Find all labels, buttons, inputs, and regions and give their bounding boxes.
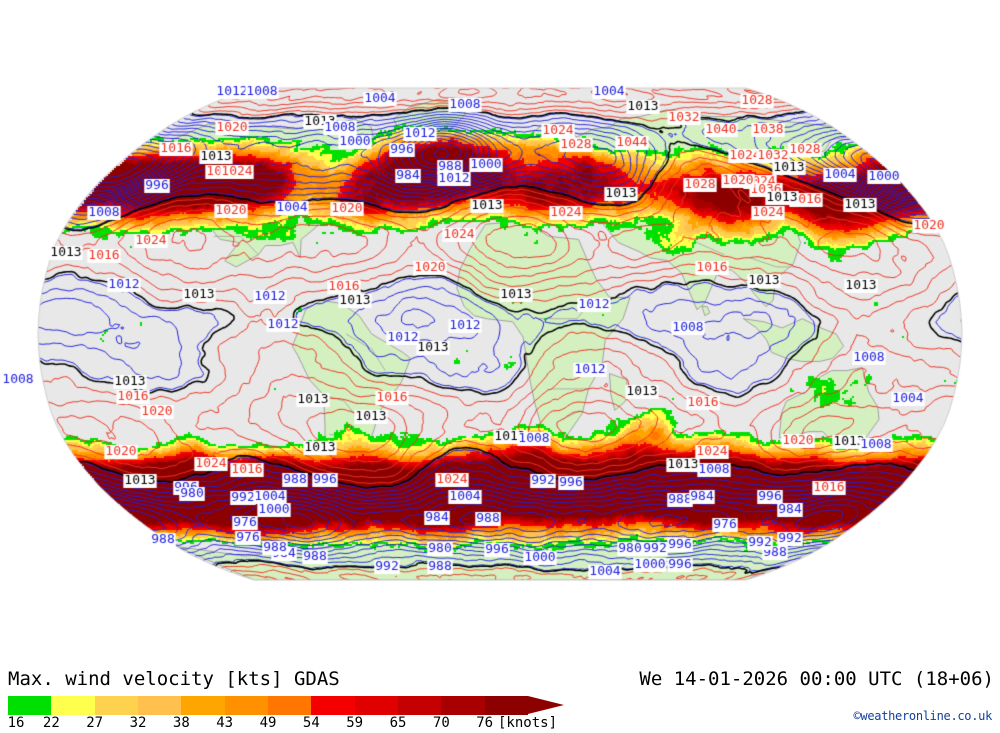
colorbar-band-32	[137, 696, 182, 715]
world-wind-velocity-map[interactable]	[0, 0, 1000, 660]
colorbar-arrow-icon	[528, 696, 564, 714]
page-title: Max. wind velocity [kts] GDAS	[8, 668, 340, 690]
colorbar-band-76	[484, 696, 528, 715]
colorbar-tick-27: 27	[86, 715, 104, 731]
colorbar-tick-70: 70	[432, 715, 450, 731]
colorbar-tick-76: 76	[476, 715, 494, 731]
colorbar-band-59	[354, 696, 398, 715]
colorbar-band-65	[397, 696, 442, 715]
colorbar-swatches	[8, 696, 528, 715]
colorbar-band-49	[267, 696, 312, 715]
valid-time-label: We 14-01-2026 00:00 UTC (18+06)	[639, 668, 994, 690]
colorbar-legend: 16 22 27 32 38 43 49 54 59 65 70 76 [knots]	[8, 696, 568, 731]
map-area[interactable]	[0, 0, 1000, 660]
colorbar-tick-65: 65	[389, 715, 407, 731]
footer: Max. wind velocity [kts] GDAS We 14-01-2…	[0, 660, 1000, 733]
colorbar-tick-32: 32	[129, 715, 147, 731]
colorbar-tick-54: 54	[302, 715, 320, 731]
colorbar-band-16	[8, 696, 52, 715]
colorbar-band-38	[181, 696, 225, 715]
copyright-notice: ©weatheronline.co.uk	[853, 709, 993, 723]
colorbar-band-43	[224, 696, 268, 715]
colorbar-band-70	[441, 696, 485, 715]
colorbar-tick-16: 16	[7, 715, 25, 731]
colorbar-tick-43: 43	[216, 715, 234, 731]
colorbar-units-label: [knots]	[498, 715, 558, 731]
colorbar-band-27	[94, 696, 138, 715]
colorbar-tick-49: 49	[259, 715, 277, 731]
colorbar-tick-labels: 16 22 27 32 38 43 49 54 59 65 70 76	[8, 715, 608, 731]
colorbar-tick-22: 22	[42, 715, 60, 731]
colorbar-tick-59: 59	[346, 715, 364, 731]
colorbar-band-22	[51, 696, 95, 715]
colorbar-tick-38: 38	[172, 715, 190, 731]
colorbar-band-54	[311, 696, 355, 715]
